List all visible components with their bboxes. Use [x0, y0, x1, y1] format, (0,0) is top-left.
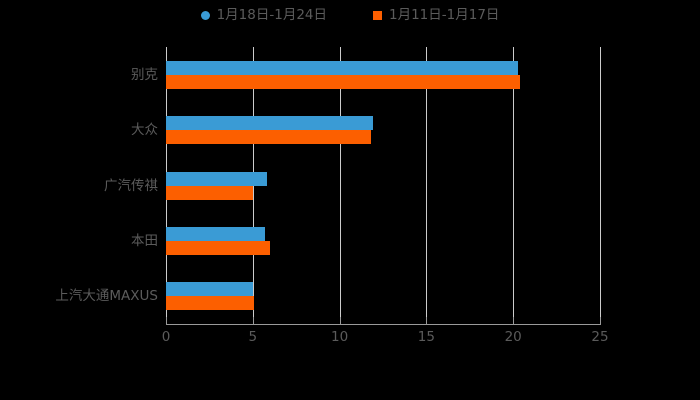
bar[interactable]: [166, 185, 253, 200]
bar[interactable]: [166, 74, 521, 89]
bar[interactable]: [166, 116, 373, 131]
bar[interactable]: [166, 226, 265, 241]
bar[interactable]: [166, 296, 254, 311]
bar[interactable]: [166, 130, 371, 145]
x-gridline: [513, 47, 515, 324]
x-gridline: [426, 47, 428, 324]
x-axis-tick-label: 5: [248, 329, 258, 345]
x-axis-tick-mark: [513, 317, 515, 324]
y-axis-tick-label: 上汽大通MAXUS: [55, 288, 158, 305]
x-axis-line: [166, 324, 601, 325]
x-gridline: [339, 47, 341, 324]
x-gridline: [600, 47, 601, 324]
legend-label: 1月11日-1月17日: [389, 7, 500, 23]
x-axis-tick-mark: [166, 317, 167, 324]
x-axis-tick-label: 15: [417, 329, 435, 345]
x-axis-tick-label: 25: [591, 329, 609, 345]
y-axis-category-labels: 别克大众广汽传祺本田上汽大通MAXUS: [0, 47, 158, 324]
x-axis-tick-label: 20: [504, 329, 522, 345]
legend-label: 1月18日-1月24日: [216, 7, 327, 23]
legend-item[interactable]: 1月11日-1月17日: [373, 8, 499, 22]
legend-square-marker-icon: [373, 10, 382, 20]
x-axis-tick-label: 0: [161, 329, 171, 345]
chart-legend: 1月18日-1月24日 1月11日-1月17日: [0, 8, 700, 22]
x-axis-tick-label: 10: [331, 329, 349, 345]
legend-circle-marker-icon: [200, 10, 210, 20]
bar[interactable]: [166, 60, 519, 75]
y-axis-tick-label: 大众: [131, 122, 158, 139]
x-axis-tick-mark: [252, 317, 254, 324]
bar[interactable]: [166, 282, 253, 297]
x-gridline: [252, 47, 254, 324]
x-axis-tick-mark: [600, 317, 601, 324]
bar[interactable]: [166, 240, 271, 255]
y-axis-tick-label: 本田: [131, 232, 158, 249]
x-axis-tick-mark: [339, 317, 341, 324]
y-axis-tick-label: 广汽传祺: [104, 177, 158, 194]
legend-item[interactable]: 1月18日-1月24日: [200, 7, 327, 23]
x-axis-tick-mark: [426, 317, 428, 324]
plot-area: [166, 47, 601, 324]
y-axis-tick-label: 别克: [131, 66, 158, 83]
bar[interactable]: [166, 171, 267, 186]
